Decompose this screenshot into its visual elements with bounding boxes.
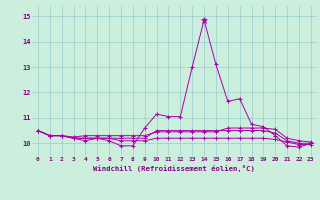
X-axis label: Windchill (Refroidissement éolien,°C): Windchill (Refroidissement éolien,°C): [93, 165, 255, 172]
